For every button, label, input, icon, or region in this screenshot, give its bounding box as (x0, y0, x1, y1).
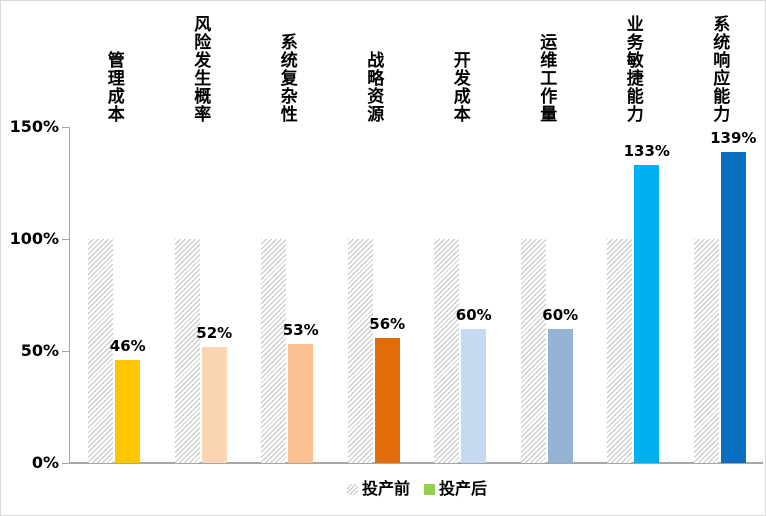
value-label: 56% (369, 314, 406, 333)
value-label: 60% (455, 305, 492, 324)
category-label: 系统复杂性 (276, 33, 297, 123)
category-group: 业务敏捷能力 133% (590, 1, 677, 463)
value-label: 139% (710, 128, 757, 147)
category-label: 管理成本 (103, 51, 124, 123)
bar-post-production (374, 337, 400, 463)
y-axis-tick-label: 0% (31, 453, 59, 472)
legend-pre-label: 投产前 (361, 479, 410, 498)
category-label: 运维工作量 (536, 33, 557, 123)
bar-pre-production (88, 239, 114, 463)
bar-post-production (201, 346, 227, 463)
bar-post-production (634, 165, 660, 463)
category-group: 战略资源 56% (331, 1, 418, 463)
value-label: 46% (109, 336, 146, 355)
bar-post-production (720, 151, 746, 463)
y-axis-line (69, 127, 70, 463)
y-axis-tick-mark (62, 463, 69, 464)
legend-item-pre: 投产前 (346, 479, 410, 498)
bar-post-production (288, 344, 314, 463)
y-axis-tick-mark (62, 127, 69, 128)
bar-pre-production (174, 239, 200, 463)
category-group: 系统复杂性 53% (244, 1, 331, 463)
bar-post-production (461, 328, 487, 463)
category-label: 开发成本 (449, 51, 470, 123)
category-group: 风险发生概率 52% (158, 1, 245, 463)
bar-pre-production (347, 239, 373, 463)
category-label: 系统响应能力 (709, 15, 730, 123)
x-axis-line (69, 462, 763, 464)
category-label: 风险发生概率 (190, 15, 211, 123)
y-axis-tick-label: 100% (9, 229, 59, 248)
y-axis-tick-label: 50% (20, 341, 59, 360)
y-axis-tick-mark (62, 351, 69, 352)
bar-pre-production (520, 239, 546, 463)
plot-area: 管理成本 46% 风险发生概率 52% 系统复杂性 53% 战略资源 56% 开… (71, 1, 763, 463)
category-label: 战略资源 (363, 51, 384, 123)
bar-pre-production (434, 239, 460, 463)
legend-post-color-swatch (424, 483, 435, 495)
y-axis-tick-mark (62, 239, 69, 240)
bar-pre-production (693, 239, 719, 463)
value-label: 52% (196, 323, 233, 342)
category-group: 系统响应能力 139% (677, 1, 764, 463)
legend-post-label: 投产后 (439, 479, 488, 498)
bar-pre-production (607, 239, 633, 463)
legend: 投产前 投产后 (71, 479, 763, 499)
bar-pre-production (261, 239, 287, 463)
category-label: 业务敏捷能力 (622, 15, 643, 123)
value-label: 53% (282, 321, 319, 340)
value-label: 60% (542, 305, 579, 324)
category-group: 管理成本 46% (71, 1, 158, 463)
bar-post-production (547, 328, 573, 463)
y-axis-tick-label: 150% (9, 117, 59, 136)
legend-item-post: 投产后 (424, 480, 487, 498)
category-group: 运维工作量 60% (504, 1, 591, 463)
category-group: 开发成本 60% (417, 1, 504, 463)
legend-pre-hatch-swatch (346, 483, 358, 495)
value-label: 133% (623, 142, 670, 161)
bar-post-production (115, 359, 141, 463)
